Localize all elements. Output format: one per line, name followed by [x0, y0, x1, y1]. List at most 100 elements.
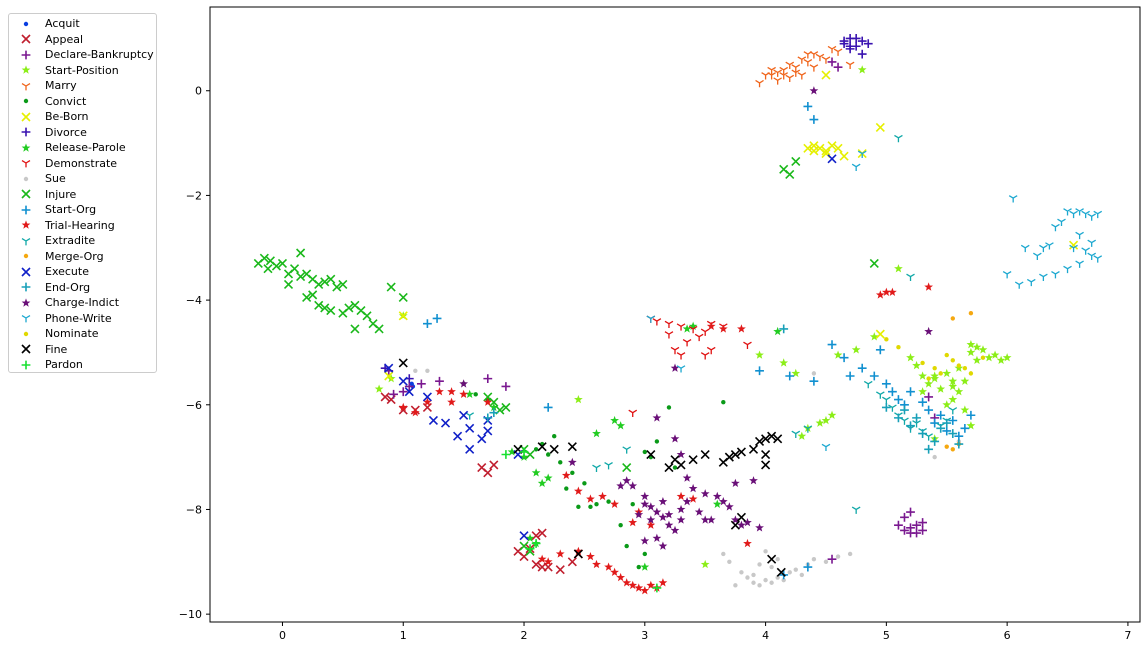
legend-item: Nominate	[19, 326, 99, 341]
series-merge-org	[944, 310, 974, 452]
legend-marker	[21, 237, 31, 245]
data-point	[839, 151, 849, 161]
legend-marker	[21, 127, 31, 137]
data-point	[531, 539, 541, 548]
data-point	[968, 371, 974, 376]
data-point	[483, 413, 493, 423]
data-point	[881, 379, 891, 389]
data-point	[646, 315, 656, 323]
data-point	[398, 311, 408, 321]
data-point	[724, 452, 734, 462]
series-execute	[384, 154, 837, 541]
data-point	[727, 559, 732, 565]
data-point	[416, 379, 426, 389]
data-point	[743, 341, 752, 349]
data-point	[652, 413, 662, 422]
data-point	[676, 460, 686, 470]
data-point	[761, 434, 771, 444]
legend-item: Declare-Bankruptcy	[19, 47, 154, 62]
data-point	[636, 564, 641, 570]
data-point	[875, 290, 885, 299]
data-point	[809, 115, 819, 124]
x-tick-label: 5	[883, 629, 890, 642]
legend-item: Injure	[19, 187, 76, 202]
data-point	[594, 502, 599, 507]
data-point	[700, 449, 710, 460]
data-point	[791, 64, 801, 72]
data-point	[308, 290, 318, 300]
data-point	[630, 502, 635, 507]
legend-item: Extradite	[19, 233, 95, 248]
data-point	[628, 517, 638, 527]
data-point	[924, 326, 934, 336]
data-point	[950, 358, 955, 363]
series-fine	[398, 358, 786, 577]
data-point	[398, 292, 408, 303]
data-point	[924, 282, 934, 291]
data-point	[314, 279, 324, 289]
data-point	[733, 583, 738, 588]
data-point	[628, 409, 638, 418]
data-point	[791, 368, 801, 378]
data-point	[791, 430, 801, 438]
data-point	[912, 360, 921, 370]
data-point	[811, 371, 817, 376]
data-point	[489, 408, 499, 418]
data-point	[797, 56, 807, 64]
data-point	[477, 434, 487, 444]
data-point	[664, 463, 674, 473]
x-tick-label: 3	[641, 629, 648, 642]
data-point	[389, 389, 398, 399]
data-point	[592, 559, 601, 569]
data-point	[552, 433, 557, 439]
legend-marker	[21, 142, 31, 152]
data-point	[930, 418, 940, 428]
data-point	[835, 554, 841, 559]
legend-marker	[23, 331, 29, 336]
legend-marker	[21, 205, 31, 214]
data-point	[666, 405, 672, 410]
legend-marker	[23, 98, 29, 104]
legend-label: Injure	[45, 187, 77, 201]
data-point	[1087, 239, 1097, 247]
data-point	[936, 423, 946, 433]
legend-marker	[21, 65, 31, 74]
data-point	[966, 347, 976, 357]
data-point	[519, 531, 529, 541]
data-point	[598, 491, 607, 501]
data-point	[1051, 270, 1060, 279]
data-point	[749, 476, 758, 485]
data-point	[525, 544, 535, 554]
data-point	[823, 559, 829, 565]
data-point	[398, 376, 408, 386]
data-point	[592, 428, 601, 438]
data-point	[640, 586, 650, 595]
data-point	[767, 72, 776, 80]
data-point	[751, 580, 756, 585]
data-point	[654, 439, 660, 444]
data-point	[384, 363, 394, 373]
data-point	[730, 520, 740, 530]
data-point	[531, 559, 541, 569]
data-point	[743, 538, 752, 548]
data-point	[694, 507, 704, 516]
data-point	[803, 425, 813, 433]
data-point	[763, 549, 768, 554]
data-point	[676, 365, 686, 373]
data-point	[833, 48, 843, 56]
y-tick-label: 0	[195, 85, 202, 98]
data-point	[533, 447, 539, 452]
data-point	[694, 333, 704, 342]
data-point	[1081, 210, 1090, 219]
data-point	[851, 345, 861, 354]
data-point	[721, 399, 726, 405]
data-point	[640, 491, 650, 501]
data-point	[622, 446, 632, 454]
data-point	[384, 371, 394, 381]
legend-item: Charge-Indict	[19, 295, 119, 310]
data-point	[797, 72, 807, 80]
data-point	[652, 318, 662, 326]
legend-item: Convict	[19, 94, 86, 109]
data-point	[664, 331, 674, 339]
data-point	[894, 413, 903, 423]
